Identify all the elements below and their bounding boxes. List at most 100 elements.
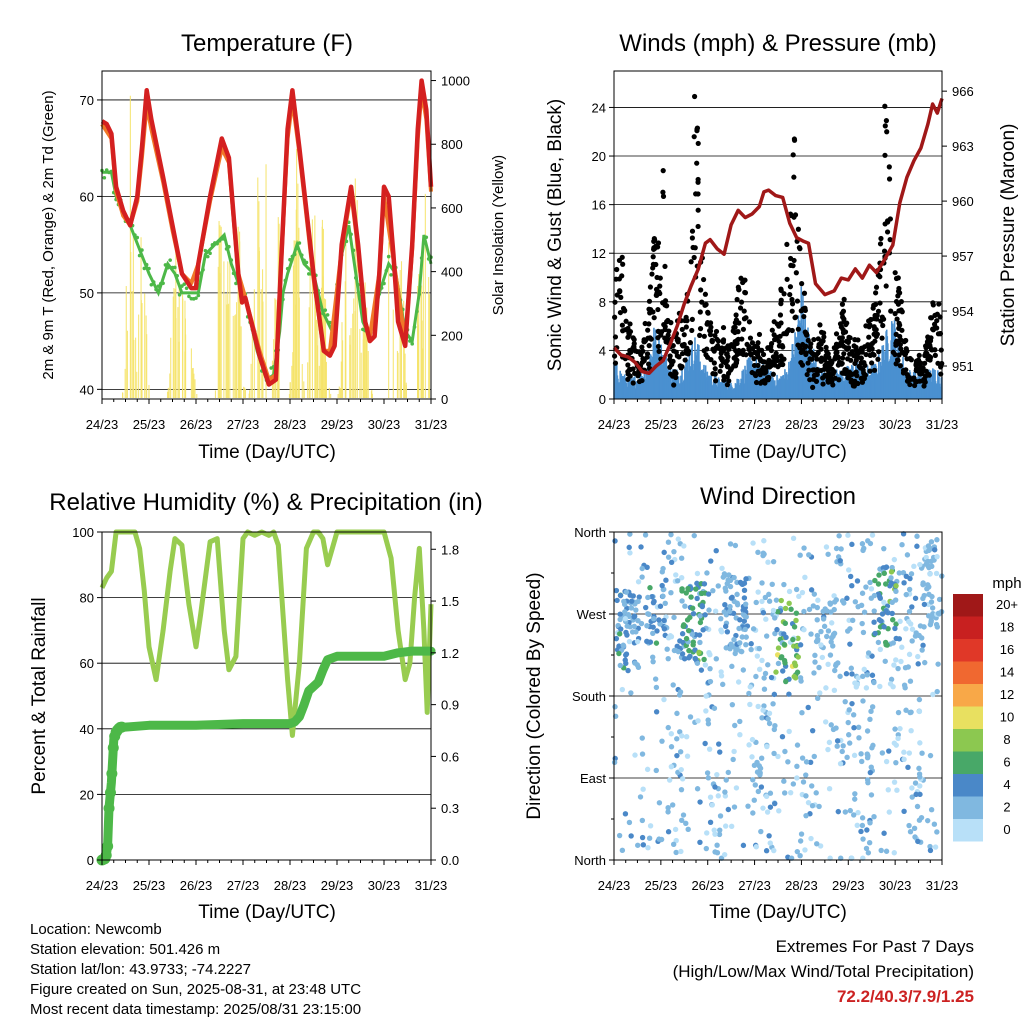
direction-point <box>722 601 728 608</box>
direction-point <box>678 766 684 773</box>
direction-point <box>750 810 756 816</box>
wind-gust-point <box>714 336 720 342</box>
wind-gust-point <box>815 350 821 356</box>
speed-legend-label: 10 <box>1000 710 1014 725</box>
direction-point <box>924 817 931 824</box>
direction-point <box>906 750 913 756</box>
speed-legend-label: 18 <box>1000 620 1014 635</box>
direction-point <box>806 552 812 558</box>
direction-point <box>668 531 674 538</box>
direction-point <box>759 598 765 605</box>
wind-gust-point <box>717 368 723 374</box>
direction-point <box>900 569 907 576</box>
direction-point <box>901 808 907 814</box>
winds-ylabel-left: Sonic Wind & Gust (Blue, Black) <box>545 99 566 371</box>
direction-point <box>717 749 723 755</box>
direction-point <box>923 554 929 561</box>
direction-point <box>647 639 654 645</box>
direction-point <box>758 784 765 790</box>
direction-point <box>712 831 718 837</box>
direction-point <box>635 579 642 585</box>
direction-point <box>632 752 638 758</box>
dewpoint-point <box>290 254 295 259</box>
direction-point <box>661 549 667 556</box>
direction-point <box>798 831 805 837</box>
direction-point <box>728 641 734 647</box>
direction-point <box>760 550 767 556</box>
wind-gust-point <box>665 317 671 324</box>
wind-gust-point <box>841 296 847 302</box>
humidity-ytick-label: 0 <box>87 853 94 868</box>
direction-point <box>911 825 918 831</box>
direction-ytick-label: East <box>580 771 606 786</box>
dewpoint-point <box>328 320 332 325</box>
wind-gust-point <box>720 339 726 345</box>
direction-point <box>934 537 940 543</box>
direction-point <box>825 746 831 753</box>
wind-gust-point <box>671 382 677 388</box>
direction-point <box>656 800 663 806</box>
wind-gust-point <box>872 301 879 308</box>
wind-gust-point <box>734 296 740 303</box>
direction-point <box>859 822 866 829</box>
direction-point <box>888 676 895 683</box>
wind-gust-point <box>681 341 687 348</box>
direction-point <box>889 564 895 571</box>
direction-point <box>692 656 699 662</box>
wind-gust-point <box>823 344 829 350</box>
direction-point <box>778 654 785 660</box>
direction-point <box>801 627 807 633</box>
wind-gust-point <box>622 327 628 333</box>
direction-point <box>781 581 787 588</box>
direction-point <box>679 598 685 604</box>
speed-legend-label: 12 <box>1000 687 1014 702</box>
direction-point <box>819 654 826 661</box>
wind-gust-point <box>674 353 680 359</box>
wind-gust-point <box>709 337 715 343</box>
temperature-xlabel: Time (Day/UTC) <box>198 442 336 463</box>
temperature-y2tick-label: 0 <box>441 392 448 407</box>
direction-point <box>753 599 759 606</box>
wind-gust-point <box>704 354 711 360</box>
direction-point <box>659 582 665 589</box>
wind-gust-point <box>727 367 734 373</box>
speed-legend-label: 4 <box>1003 777 1010 792</box>
wind-gust-point <box>657 283 663 289</box>
dewpoint-point <box>140 248 144 252</box>
direction-point <box>711 705 718 711</box>
wind-gust-point <box>787 291 793 298</box>
wind-gust-point <box>776 338 782 345</box>
direction-point <box>891 662 897 668</box>
wind-gust-point <box>707 332 714 338</box>
wind-gust-point <box>863 351 869 358</box>
direction-point <box>802 847 808 853</box>
direction-point <box>867 820 873 826</box>
wind-gust-point <box>755 340 761 346</box>
wind-gust-point <box>882 152 888 158</box>
direction-point <box>695 718 701 724</box>
wind-gust-point <box>879 314 885 320</box>
direction-point <box>658 836 665 843</box>
direction-point <box>733 632 739 639</box>
direction-point <box>851 812 857 818</box>
direction-point <box>916 696 923 703</box>
wind-gust-point <box>747 335 754 341</box>
direction-point <box>635 664 642 671</box>
direction-point <box>766 720 773 727</box>
direction-point <box>767 804 774 810</box>
wind-gust-point <box>694 160 700 166</box>
direction-point <box>736 625 742 632</box>
wind-gust-point <box>870 351 876 357</box>
direction-point <box>833 662 839 669</box>
direction-point <box>842 809 849 815</box>
direction-point <box>782 748 788 755</box>
wind-gust-point <box>867 368 873 374</box>
direction-point <box>846 567 852 573</box>
dewpoint-point <box>323 308 328 312</box>
precipitation-point <box>104 787 116 799</box>
winds-panel: Winds (mph) & Pressure (mb) 0 4 8 12 16 20 24 9… <box>545 30 1019 463</box>
direction-point <box>853 684 860 690</box>
speed-legend-label: 20+ <box>996 597 1018 612</box>
humidity-xtick-label: 24/23 <box>86 878 119 893</box>
humidity-ytick-label: 60 <box>80 656 94 671</box>
